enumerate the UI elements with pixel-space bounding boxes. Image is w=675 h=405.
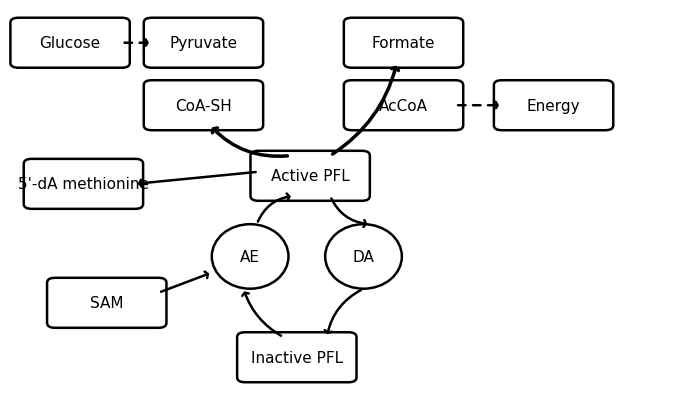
Text: CoA-SH: CoA-SH [175, 98, 232, 113]
Text: 5'-dA methionine: 5'-dA methionine [18, 177, 149, 192]
FancyBboxPatch shape [494, 81, 614, 131]
Ellipse shape [212, 225, 288, 289]
Text: AE: AE [240, 249, 260, 264]
Ellipse shape [325, 225, 402, 289]
Text: Glucose: Glucose [40, 36, 101, 51]
FancyBboxPatch shape [144, 19, 263, 68]
Text: AcCoA: AcCoA [379, 98, 428, 113]
FancyBboxPatch shape [144, 81, 263, 131]
FancyBboxPatch shape [344, 81, 463, 131]
FancyBboxPatch shape [237, 333, 356, 382]
FancyBboxPatch shape [47, 278, 167, 328]
Text: Inactive PFL: Inactive PFL [250, 350, 343, 365]
Text: Pyruvate: Pyruvate [169, 36, 238, 51]
FancyBboxPatch shape [24, 160, 143, 209]
Text: DA: DA [352, 249, 375, 264]
FancyBboxPatch shape [10, 19, 130, 68]
Text: Active PFL: Active PFL [271, 169, 350, 184]
Text: Energy: Energy [526, 98, 580, 113]
FancyBboxPatch shape [250, 151, 370, 201]
FancyBboxPatch shape [344, 19, 463, 68]
Text: Formate: Formate [372, 36, 435, 51]
Text: SAM: SAM [90, 296, 124, 311]
